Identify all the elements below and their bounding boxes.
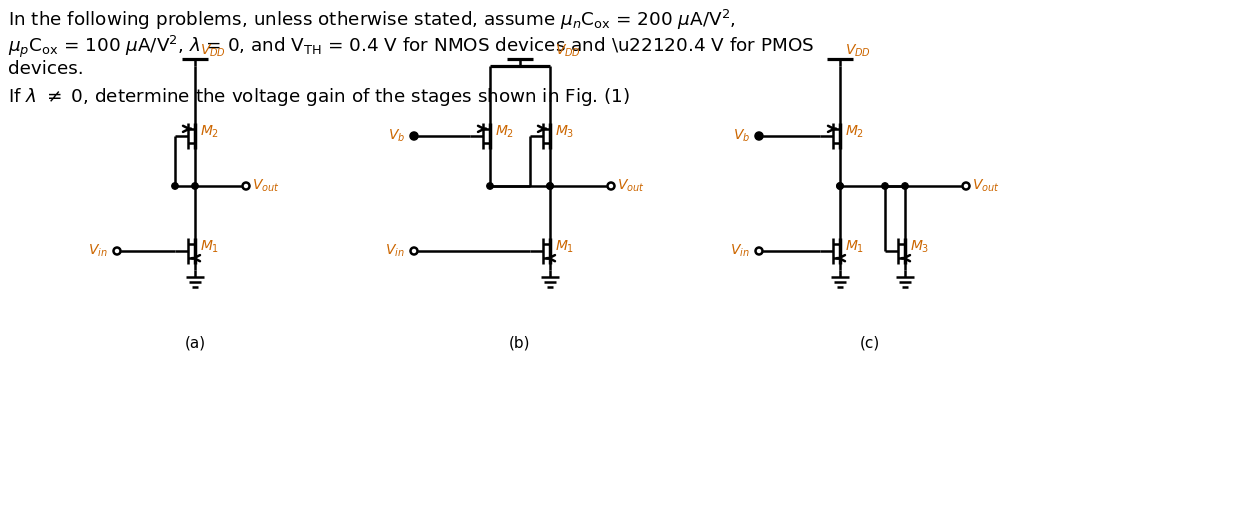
Text: devices.: devices. bbox=[7, 60, 83, 78]
Circle shape bbox=[837, 183, 843, 189]
Circle shape bbox=[487, 183, 493, 189]
Circle shape bbox=[410, 133, 418, 139]
Circle shape bbox=[191, 183, 198, 189]
Text: (c): (c) bbox=[860, 336, 880, 351]
Text: (a): (a) bbox=[184, 336, 205, 351]
Text: $\mu_p$C$_\mathrm{ox}$ = 100 $\mu$A/V$^2$, $\lambda$ = 0, and V$_\mathrm{TH}$ = : $\mu_p$C$_\mathrm{ox}$ = 100 $\mu$A/V$^2… bbox=[7, 34, 814, 60]
Text: $M_1$: $M_1$ bbox=[200, 239, 219, 255]
Text: $V_b$: $V_b$ bbox=[388, 128, 405, 144]
Circle shape bbox=[962, 183, 970, 189]
Circle shape bbox=[242, 183, 250, 189]
Text: $V_{out}$: $V_{out}$ bbox=[972, 178, 999, 194]
Text: $V_{out}$: $V_{out}$ bbox=[252, 178, 280, 194]
Text: $V_b$: $V_b$ bbox=[733, 128, 751, 144]
Text: $V_{in}$: $V_{in}$ bbox=[730, 243, 750, 259]
Circle shape bbox=[881, 183, 889, 189]
Text: In the following problems, unless otherwise stated, assume $\mu_n$C$_\mathrm{ox}: In the following problems, unless otherw… bbox=[7, 8, 736, 32]
Circle shape bbox=[410, 133, 418, 139]
Circle shape bbox=[608, 183, 614, 189]
Circle shape bbox=[547, 183, 553, 189]
Text: $M_3$: $M_3$ bbox=[910, 239, 930, 255]
Text: $M_3$: $M_3$ bbox=[556, 124, 574, 140]
Text: $V_{out}$: $V_{out}$ bbox=[617, 178, 645, 194]
Text: $M_2$: $M_2$ bbox=[200, 124, 219, 140]
Circle shape bbox=[756, 133, 762, 139]
Text: If $\lambda$ $\neq$ 0, determine the voltage gain of the stages shown in Fig. (1: If $\lambda$ $\neq$ 0, determine the vol… bbox=[7, 86, 630, 108]
Circle shape bbox=[547, 183, 553, 189]
Circle shape bbox=[410, 133, 418, 139]
Text: $V_{DD}$: $V_{DD}$ bbox=[200, 43, 226, 59]
Circle shape bbox=[172, 183, 178, 189]
Text: $V_{in}$: $V_{in}$ bbox=[385, 243, 405, 259]
Text: (b): (b) bbox=[510, 336, 531, 351]
Circle shape bbox=[902, 183, 909, 189]
Circle shape bbox=[756, 248, 762, 255]
Text: $M_2$: $M_2$ bbox=[845, 124, 864, 140]
Text: $V_{in}$: $V_{in}$ bbox=[88, 243, 108, 259]
Circle shape bbox=[837, 183, 843, 189]
Circle shape bbox=[410, 248, 418, 255]
Text: $V_{DD}$: $V_{DD}$ bbox=[556, 43, 580, 59]
Text: $M_2$: $M_2$ bbox=[495, 124, 515, 140]
Text: $M_1$: $M_1$ bbox=[556, 239, 574, 255]
Circle shape bbox=[113, 248, 121, 255]
Text: $M_1$: $M_1$ bbox=[845, 239, 864, 255]
Text: $V_{DD}$: $V_{DD}$ bbox=[845, 43, 871, 59]
Circle shape bbox=[756, 133, 762, 139]
Circle shape bbox=[756, 133, 762, 139]
